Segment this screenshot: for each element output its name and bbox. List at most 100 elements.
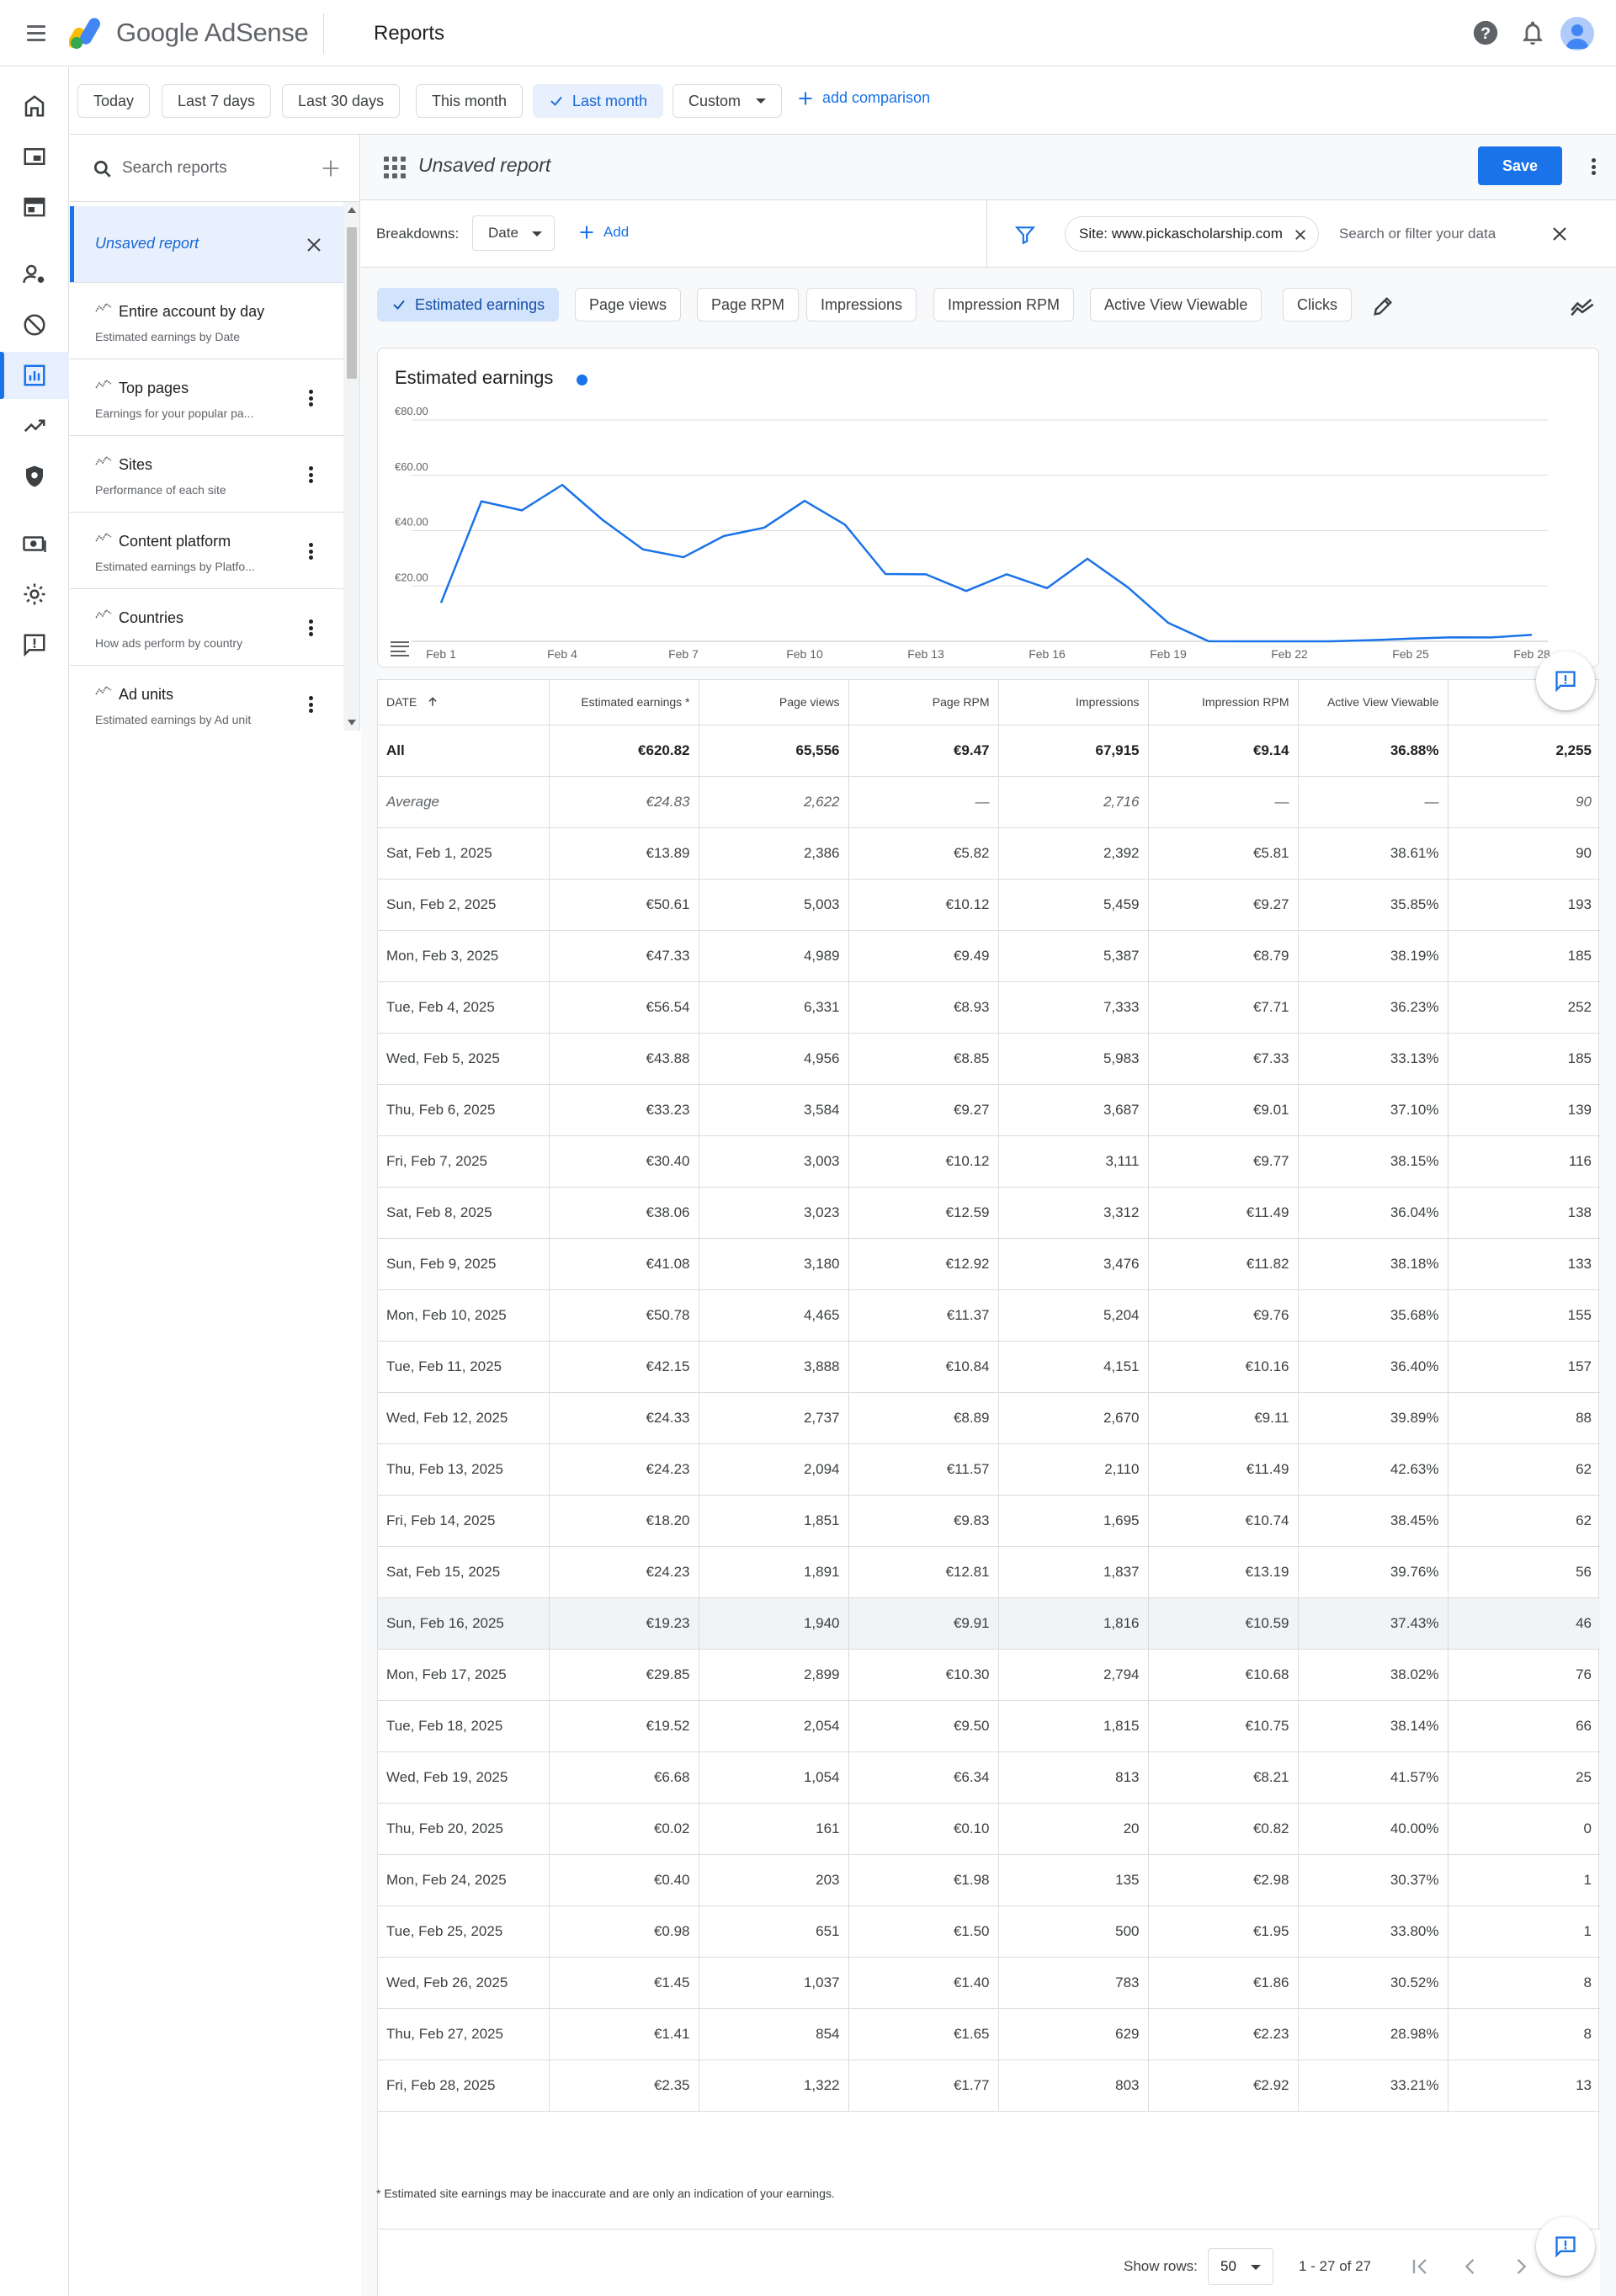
nav-blocking-controls[interactable] (0, 301, 69, 348)
metric-chip-estimated-earnings[interactable]: Estimated earnings (377, 288, 560, 322)
date-chip-today[interactable]: Today (77, 84, 151, 118)
y-tick-label: €40.00 (395, 516, 428, 529)
menu-icon[interactable] (22, 19, 50, 47)
edit-pencil-icon[interactable] (1371, 295, 1395, 318)
more-options-icon[interactable] (1588, 155, 1598, 178)
search-reports-input[interactable]: Search reports (70, 135, 359, 202)
adsense-logo[interactable] (69, 15, 106, 49)
apps-grid-icon[interactable] (384, 157, 406, 178)
first-page-icon[interactable] (1408, 2255, 1432, 2278)
help-icon[interactable]: ? (1471, 19, 1500, 47)
scrollbar-thumb[interactable] (347, 227, 357, 379)
report-item-sites[interactable]: Sites Performance of each site (70, 436, 343, 513)
report-main: Unsaved report Save Breakdowns: Date Add… (361, 135, 1616, 2296)
add-breakdown-button[interactable]: Add (578, 224, 629, 241)
notifications-icon[interactable] (1518, 19, 1547, 47)
save-button[interactable]: Save (1478, 146, 1562, 185)
metric-chip-impressions[interactable]: Impressions (806, 288, 917, 322)
date-chip-this-month[interactable]: This month (416, 84, 524, 118)
date-chip-last-month[interactable]: Last month (533, 84, 664, 118)
date-chip-last-30-days[interactable]: Last 30 days (282, 84, 401, 118)
report-description: How ads perform by country (95, 636, 243, 650)
more-options-icon[interactable] (306, 693, 316, 716)
new-report-plus-icon[interactable] (319, 157, 343, 180)
nav-settings[interactable] (0, 571, 69, 618)
report-item-top-pages[interactable]: Top pages Earnings for your popular pa..… (70, 359, 343, 436)
table-cell: 28.98% (1298, 2008, 1449, 2060)
previous-page-icon[interactable] (1459, 2255, 1482, 2278)
nav-account-access[interactable] (0, 251, 69, 298)
table-cell: €30.40 (549, 1135, 699, 1188)
rows-per-page-value: 50 (1220, 2258, 1236, 2274)
nav-sites[interactable] (0, 183, 69, 231)
filter-search-input[interactable]: Search or filter your data (1339, 226, 1496, 242)
earnings-line-chart[interactable]: €20.00 €40.00 €60.00 €80.00 Feb 1 Feb 4 Feb 7 F… (378, 348, 1600, 668)
table-cell: €12.92 (848, 1238, 999, 1290)
more-options-icon[interactable] (306, 386, 316, 410)
report-item-ad-units[interactable]: Ad units Estimated earnings by Ad unit (70, 666, 343, 731)
nav-home[interactable] (0, 82, 69, 130)
reports-scrollbar[interactable] (343, 202, 359, 731)
close-icon[interactable] (1293, 227, 1308, 242)
column-label: Page RPM (932, 695, 990, 710)
report-item-entire-account-by-day[interactable]: Entire account by day Estimated earnings… (70, 283, 343, 359)
nav-privacy[interactable] (0, 453, 69, 500)
metric-chip-active-view-viewable[interactable]: Active View Viewable (1090, 288, 1262, 322)
nav-reports[interactable] (0, 352, 69, 399)
nav-optimization[interactable] (0, 402, 69, 449)
avatar[interactable] (1560, 17, 1594, 50)
feedback-button[interactable] (1536, 651, 1595, 710)
metric-chip-impression-rpm[interactable]: Impression RPM (933, 288, 1075, 322)
table-cell: 62 (1448, 1443, 1600, 1496)
nav-ads[interactable] (0, 133, 69, 180)
close-icon[interactable] (304, 235, 324, 255)
site-filter-chip[interactable]: Site: www.pickascholarship.com (1065, 216, 1319, 252)
column-header-page-views[interactable]: Page views (699, 680, 849, 725)
more-options-icon[interactable] (306, 616, 316, 640)
scroll-down-arrow-icon[interactable] (348, 720, 356, 725)
date-chip-custom[interactable]: Custom (672, 84, 783, 118)
date-chip-last-7-days[interactable]: Last 7 days (162, 84, 272, 118)
metric-chip-clicks[interactable]: Clicks (1283, 288, 1352, 322)
table-cell: €2.98 (1148, 1854, 1299, 1906)
filter-icon[interactable] (1014, 224, 1036, 246)
column-header-impression-rpm[interactable]: Impression RPM (1148, 680, 1299, 725)
table-cell: 33.21% (1298, 2059, 1449, 2112)
metric-chip-page-rpm[interactable]: Page RPM (697, 288, 800, 322)
table-cell: 6,331 (699, 981, 849, 1034)
breakdown-dropdown[interactable]: Date (472, 215, 555, 251)
report-item-content-platform[interactable]: Content platform Estimated earnings by P… (70, 513, 343, 589)
feedback-button[interactable] (1536, 2217, 1595, 2276)
report-title[interactable]: Unsaved report (418, 154, 551, 176)
table-cell: €24.23 (549, 1443, 699, 1496)
nav-feedback[interactable] (0, 621, 69, 668)
column-header-page-rpm[interactable]: Page RPM (848, 680, 999, 725)
more-options-icon[interactable] (306, 463, 316, 486)
table-cell: Wed, Feb 26, 2025 (378, 1957, 550, 2009)
column-label: Impression RPM (1202, 695, 1289, 710)
chart-options-icon[interactable] (1570, 295, 1595, 318)
report-item-unsaved[interactable]: Unsaved report (70, 206, 343, 283)
x-tick-label: Feb 10 (786, 647, 823, 661)
add-comparison-button[interactable]: add comparison (797, 89, 930, 107)
column-header-estimated-earnings[interactable]: Estimated earnings * (549, 680, 699, 725)
table-row: Tue, Feb 4, 2025 €56.54 6,331 €8.93 7,333 €7.… (378, 981, 1600, 1034)
scroll-up-arrow-icon[interactable] (348, 207, 356, 213)
metric-chip-page-views[interactable]: Page views (575, 288, 682, 322)
chart-legend-toggle-icon[interactable] (391, 641, 409, 656)
more-options-icon[interactable] (306, 539, 316, 563)
column-header-date[interactable]: DATE (378, 680, 550, 725)
table-cell: 40.00% (1298, 1803, 1449, 1855)
table-cell: 155 (1448, 1289, 1600, 1342)
nav-payments[interactable] (0, 520, 69, 567)
rows-per-page-dropdown[interactable]: 50 (1208, 2248, 1273, 2285)
next-page-icon[interactable] (1509, 2255, 1533, 2278)
column-header-impressions[interactable]: Impressions (998, 680, 1149, 725)
report-item-countries[interactable]: Countries How ads perform by country (70, 589, 343, 666)
table-cell: 36.04% (1298, 1187, 1449, 1239)
table-cell: 3,888 (699, 1341, 849, 1393)
series-line[interactable] (439, 483, 1533, 643)
close-icon[interactable] (1550, 224, 1570, 244)
column-header-active-view-viewable[interactable]: Active View Viewable (1298, 680, 1449, 725)
table-cell: €8.89 (848, 1392, 999, 1444)
